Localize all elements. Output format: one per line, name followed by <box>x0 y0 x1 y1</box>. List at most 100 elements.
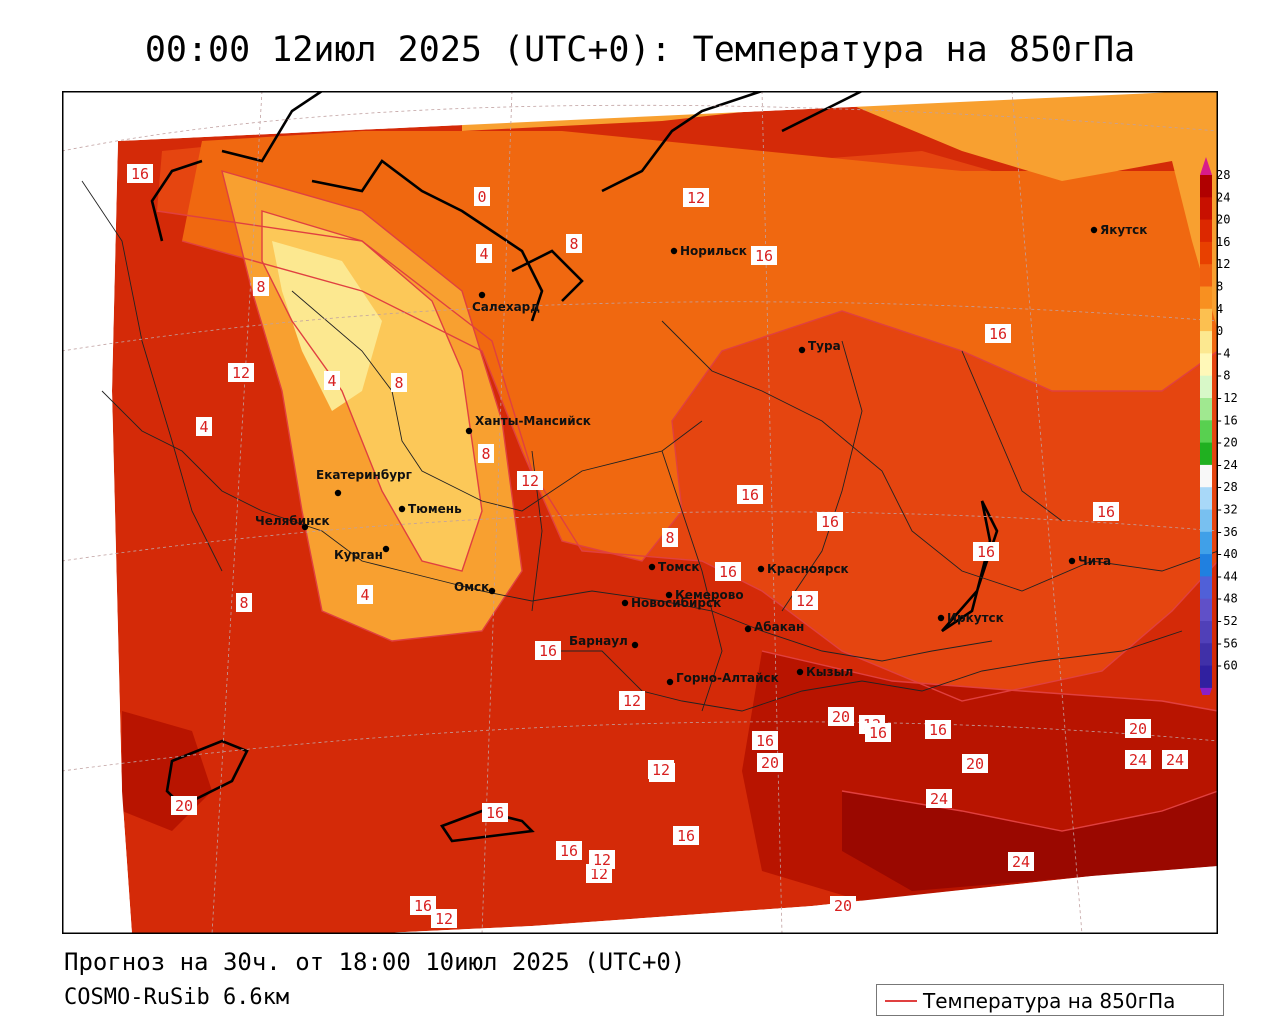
colorbar-swatch <box>1200 420 1212 444</box>
colorbar-max-arrow <box>1200 157 1212 175</box>
colorbar-tick-label: -48 <box>1216 592 1238 606</box>
colorbar-tick-label: -32 <box>1216 503 1238 517</box>
temp-zone-12 <box>182 131 1218 561</box>
isotherm-label-bg <box>1093 502 1119 521</box>
city-dot <box>621 599 629 607</box>
city-label: Кемерово <box>675 588 744 602</box>
city-label: Томск <box>658 560 700 574</box>
colorbar-swatch <box>1200 487 1212 510</box>
isotherm-label: 16 <box>539 642 557 660</box>
colorbar-tick-label: -60 <box>1216 659 1238 673</box>
colorbar-tick-label: -16 <box>1216 413 1238 427</box>
city-dot <box>937 614 945 622</box>
isotherm-label: 16 <box>741 486 759 504</box>
isotherm-label-bg <box>476 244 492 263</box>
isotherm-label-bg <box>357 585 373 604</box>
isotherm-label-bg <box>648 760 674 779</box>
isotherm-label: 16 <box>989 325 1007 343</box>
colorbar-tick-label: 16 <box>1216 235 1230 249</box>
isotherm-label-bg <box>757 753 783 772</box>
isotherm-label: 12 <box>435 910 453 928</box>
colorbar-swatch <box>1200 643 1212 667</box>
city-dot <box>666 678 674 686</box>
isotherm-label: 8 <box>256 278 265 296</box>
colorbar-tick-label: -28 <box>1216 480 1238 494</box>
colorbar-min-arrow <box>1200 687 1212 695</box>
colorbar-swatch <box>1200 621 1212 644</box>
colorbar-tick-label: -20 <box>1216 436 1238 450</box>
colorbar-tick-label: -52 <box>1216 614 1238 628</box>
isotherm-label-bg <box>715 562 741 581</box>
isotherm-label-bg <box>817 512 843 531</box>
colorbar-tick-label: -4 <box>1216 346 1230 360</box>
isotherm-label: 8 <box>481 445 490 463</box>
city-18: Иркутск <box>937 611 1004 625</box>
isotherm-label: 8 <box>569 235 578 253</box>
city-label: Норильск <box>680 244 747 258</box>
city-2: Салехард <box>472 291 540 314</box>
city-11: Новосибирск <box>621 596 721 610</box>
temp-zone-0 <box>272 241 382 411</box>
colorbar-swatch <box>1200 442 1212 466</box>
isotherm-label: 16 <box>1097 503 1115 521</box>
isotherm-label-bg <box>973 542 999 561</box>
city-markers: Норильск Якутск Салехард Тура Ханты-Мансийск… <box>255 223 1147 686</box>
page-title: 00:00 12июл 2025 (UTC+0): Температура на… <box>144 30 1136 70</box>
isotherm-label: 12 <box>521 472 539 490</box>
isotherm-label: 16 <box>977 543 995 561</box>
colorbar-tick-label: -40 <box>1216 547 1238 561</box>
isotherm-label-bg <box>324 371 340 390</box>
city-label: Горно-Алтайск <box>676 671 779 685</box>
colorbar-tick-label: -12 <box>1216 391 1238 405</box>
colorbar-swatch <box>1200 353 1212 377</box>
colorbar-swatch <box>1200 331 1212 354</box>
colorbar-swatch <box>1200 308 1212 332</box>
city-dot <box>757 565 765 573</box>
isotherm-label-bg <box>985 324 1011 343</box>
isotherm-label-bg <box>236 593 252 612</box>
isotherm-label-bg <box>1162 750 1188 769</box>
isotherm-label: 24 <box>1012 853 1030 871</box>
isotherm-label: 12 <box>623 692 641 710</box>
city-dot <box>798 346 806 354</box>
isotherm-label: 16 <box>821 513 839 531</box>
city-label: Екатеринбург <box>316 468 412 482</box>
isotherm-label: 4 <box>360 586 369 604</box>
isotherm-label: 16 <box>560 842 578 860</box>
isotherm-label: 20 <box>761 754 779 772</box>
isotherm-label-bg <box>926 789 952 808</box>
city-3: Тура <box>798 339 841 354</box>
colorbar-tick-label: 12 <box>1216 257 1230 271</box>
colorbar-swatch <box>1200 219 1212 243</box>
isotherm-label: 8 <box>665 529 674 547</box>
isotherm-label-bg <box>196 417 212 436</box>
isotherm-label: 16 <box>414 897 432 915</box>
city-7: Челябинск <box>255 514 330 531</box>
city-4: Ханты-Мансийск <box>465 414 591 435</box>
isotherm-label-bg <box>589 850 615 869</box>
city-label: Кызыл <box>806 665 853 679</box>
isotherm-label: 16 <box>486 804 504 822</box>
isotherm-label-bg <box>751 246 777 265</box>
city-label: Абакан <box>754 620 804 634</box>
city-dot <box>465 427 473 435</box>
isotherm-label-bg <box>566 234 582 253</box>
city-17: Кызыл <box>796 665 853 679</box>
isotherm-label: 20 <box>1129 720 1147 738</box>
colorbar-tick-label: 4 <box>1216 302 1223 316</box>
isotherm-label-bg <box>391 373 407 392</box>
colorbar-swatch <box>1200 375 1212 399</box>
isotherm-label-bg <box>925 720 951 739</box>
isotherm-label-bg <box>619 691 645 710</box>
city-12: Кемерово <box>665 588 744 602</box>
forecast-info: Прогноз на 30ч. от 18:00 10июл 2025 (UTC… <box>64 948 686 976</box>
isotherm-label: 12 <box>590 865 608 883</box>
coastlines <box>150 91 999 843</box>
colorbar-tick-label: -36 <box>1216 525 1238 539</box>
isotherm-label-bg <box>962 754 988 773</box>
isotherm-label: 24 <box>1129 751 1147 769</box>
isotherm-label: 12 <box>796 592 814 610</box>
isotherm-label: 20 <box>832 708 850 726</box>
city-label: Новосибирск <box>631 596 721 610</box>
